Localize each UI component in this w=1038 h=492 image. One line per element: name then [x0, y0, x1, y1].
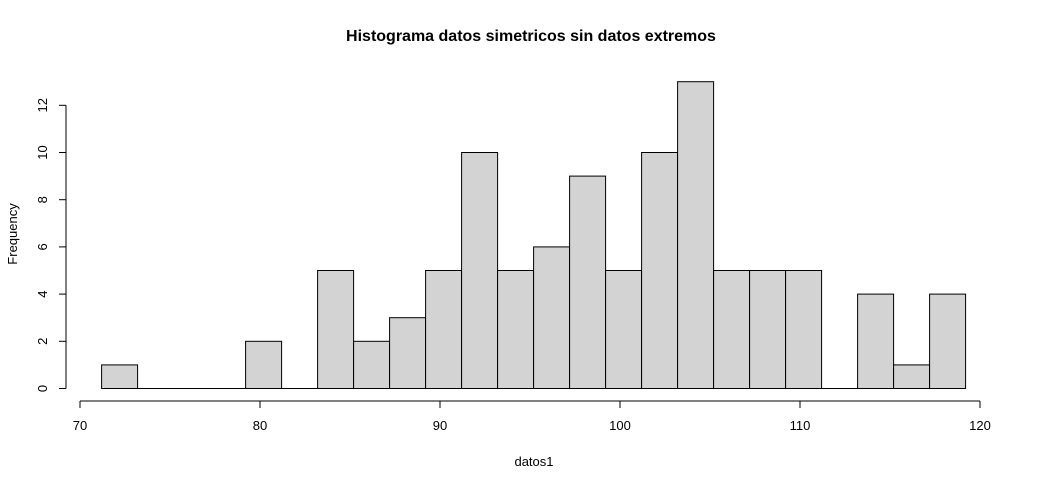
y-tick-label: 4	[35, 290, 50, 297]
y-tick-label: 0	[35, 385, 50, 392]
histogram-bar	[317, 270, 355, 389]
histogram-bar	[893, 364, 931, 389]
histogram-bar	[497, 270, 535, 389]
x-tick-label: 80	[253, 418, 267, 433]
histogram-bar	[785, 270, 823, 389]
bars-group	[101, 81, 967, 390]
x-tick-label: 110	[790, 418, 811, 433]
chart-title: Histograma datos simetricos sin datos ex…	[346, 28, 716, 45]
x-axis-label: datos1	[514, 454, 553, 469]
histogram-bar	[461, 152, 499, 389]
histogram-bar	[425, 270, 463, 389]
histogram-bar	[569, 175, 607, 389]
histogram-bar	[245, 340, 283, 389]
histogram-bar	[677, 81, 715, 389]
x-tick-label: 100	[609, 418, 631, 433]
y-axis-label: Frequency	[5, 203, 20, 265]
y-tick-label: 8	[35, 196, 50, 203]
histogram-bar	[749, 270, 787, 389]
y-tick-label: 12	[35, 98, 50, 112]
histogram-bar	[101, 364, 139, 389]
y-tick-label: 2	[35, 338, 50, 345]
y-axis: 0 2 4 6 8 10 12	[35, 98, 67, 392]
histogram-bar	[713, 270, 751, 389]
histogram-bar	[389, 317, 427, 390]
y-tick-label: 10	[35, 145, 50, 159]
histogram-bar	[605, 270, 643, 389]
y-tick-label: 6	[35, 243, 50, 250]
histogram-bar	[929, 293, 967, 390]
x-axis: 70 80 90 100 110 120	[73, 400, 991, 433]
histogram-bar	[641, 152, 679, 389]
histogram-bar	[353, 340, 391, 389]
histogram-bar	[533, 246, 571, 389]
x-tick-label: 90	[433, 418, 447, 433]
x-tick-label: 70	[73, 418, 87, 433]
histogram-bar	[857, 293, 895, 390]
x-tick-label: 120	[969, 418, 991, 433]
